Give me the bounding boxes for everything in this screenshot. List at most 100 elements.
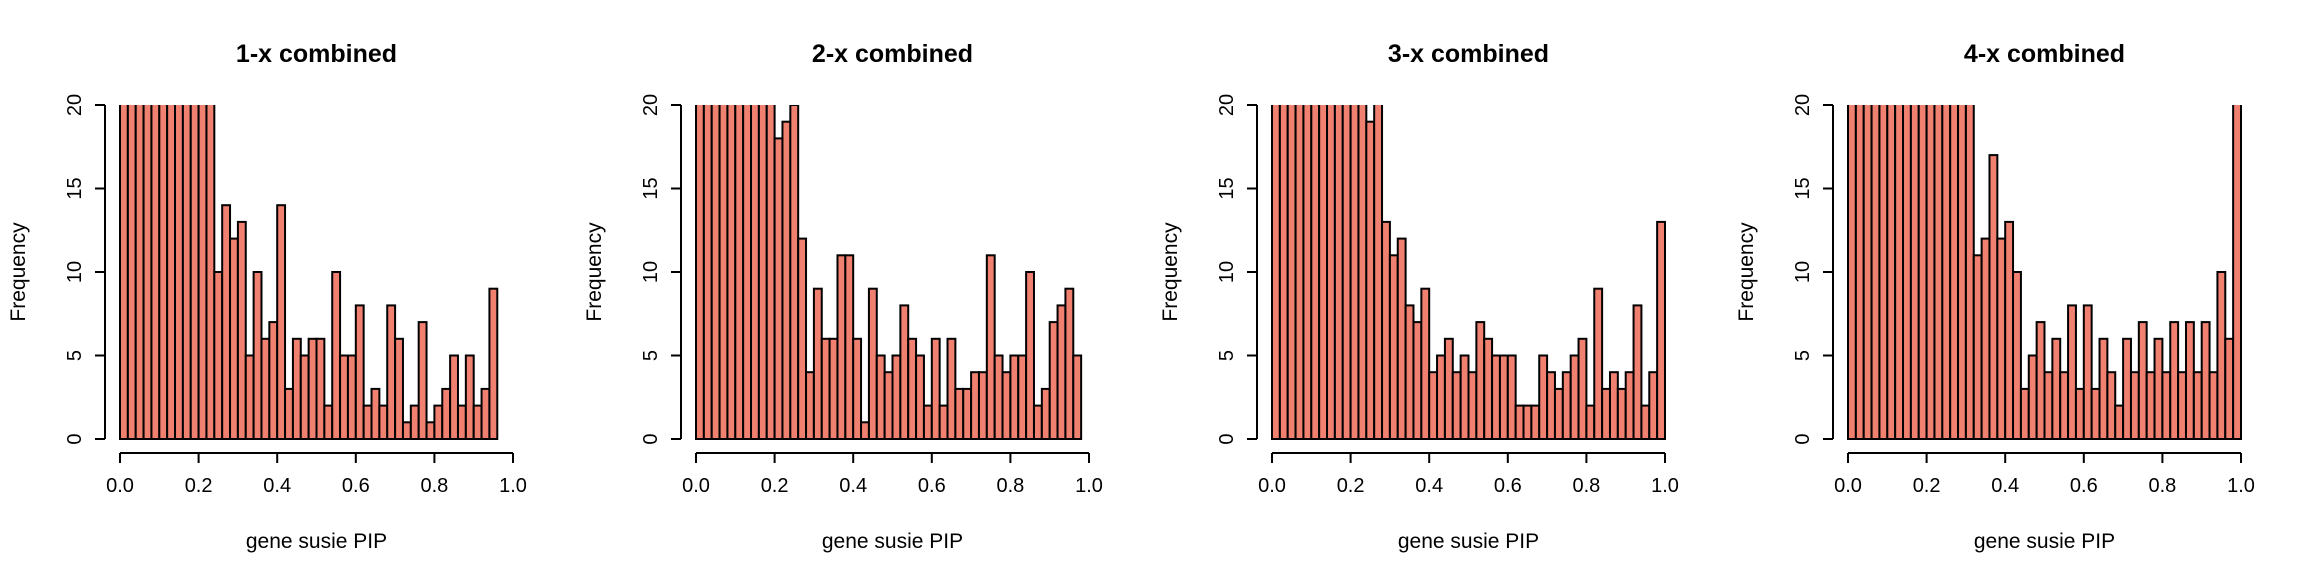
histogram-bar — [1404, 304, 1415, 440]
histogram-bar — [1917, 105, 1928, 441]
histogram-bar — [1451, 371, 1462, 441]
histogram-bar — [1357, 105, 1368, 441]
histogram-bar — [1032, 404, 1043, 441]
x-tick-label: 0.2 — [1337, 475, 1365, 497]
y-tick-label: 0 — [640, 433, 662, 444]
histogram-bar — [1420, 287, 1431, 441]
histogram-bar — [1870, 105, 1881, 441]
histogram-bar — [323, 404, 334, 441]
histogram-bar — [907, 337, 918, 440]
histogram-bar — [449, 354, 459, 440]
histogram-bar — [2161, 371, 2172, 441]
y-tick-label: 5 — [1216, 350, 1238, 361]
histogram-bar — [252, 271, 263, 440]
histogram-bar — [1459, 354, 1470, 440]
histogram-bar — [2090, 387, 2101, 440]
x-tick-label: 0.6 — [918, 475, 946, 497]
histogram-bar — [2192, 371, 2203, 441]
histogram-bar — [205, 105, 216, 441]
histogram-bar — [339, 354, 349, 440]
x-tick-label: 0.0 — [1834, 475, 1862, 497]
y-axis-label: Frequency — [7, 222, 30, 322]
histogram-bar — [166, 105, 177, 441]
bars — [1271, 105, 1667, 441]
histogram-bar — [1017, 354, 1028, 440]
x-tick-label: 1.0 — [1651, 475, 1679, 497]
histogram-bar — [1326, 105, 1336, 441]
histogram-bar — [221, 204, 232, 440]
histogram-bar — [1656, 220, 1667, 440]
histogram-bar — [867, 287, 878, 441]
histogram-bar — [378, 404, 389, 441]
x-axis: 0.0 0.2 0.4 0.6 0.8 1.0 — [106, 452, 527, 497]
x-tick-label: 0.8 — [1572, 475, 1600, 497]
histogram-bar — [828, 337, 839, 440]
histogram-bar — [915, 354, 925, 440]
x-tick-label: 0.4 — [839, 475, 867, 497]
histogram-bar — [2224, 337, 2235, 440]
histogram-bar — [291, 337, 302, 440]
x-tick-label: 0.0 — [1258, 475, 1286, 497]
y-tick-label: 0 — [1792, 433, 1814, 444]
histogram-bar — [1553, 387, 1564, 440]
histogram-bar — [875, 354, 886, 440]
x-tick-label: 0.2 — [185, 475, 213, 497]
histogram-bar — [1894, 105, 1905, 441]
histogram-bar — [1025, 271, 1035, 440]
histogram-bar — [386, 304, 397, 440]
x-tick-label: 1.0 — [499, 475, 527, 497]
histogram-bar — [938, 404, 949, 441]
histogram-bar — [2043, 371, 2054, 441]
histogram-bar — [2074, 387, 2085, 440]
histogram-bar — [1909, 105, 1920, 441]
y-tick-label: 15 — [640, 177, 662, 199]
histogram-bar — [773, 137, 784, 440]
histogram-bar — [781, 120, 792, 440]
histogram-bar — [2177, 371, 2187, 441]
x-tick-label: 0.8 — [2148, 475, 2176, 497]
x-tick-label: 0.2 — [761, 475, 789, 497]
histogram-bar — [1436, 354, 1446, 440]
chart-title: 1-x combined — [236, 40, 397, 68]
histogram-bar — [1514, 404, 1525, 441]
histogram-bar — [1585, 404, 1596, 441]
histogram-bar — [1467, 371, 1478, 441]
histogram-bar — [899, 304, 910, 440]
histogram-bar — [1310, 105, 1321, 441]
histogram-bar — [860, 421, 870, 440]
histogram-bar — [2200, 321, 2211, 441]
histogram-bar — [142, 105, 153, 441]
y-axis-label: Frequency — [583, 222, 606, 322]
histogram-bar — [158, 105, 169, 441]
histogram-bar — [2232, 105, 2243, 441]
y-tick-label: 20 — [64, 94, 86, 116]
histogram-bar — [954, 387, 965, 440]
x-axis-label: gene susie PIP — [1974, 530, 2115, 553]
histogram-panel: 0.0 0.2 0.4 0.6 0.8 1.0 0 5 10 15 20 1-x combined ge… — [7, 40, 527, 553]
histogram-bar — [1648, 371, 1659, 441]
histogram-bar — [695, 105, 705, 441]
histogram-bar — [189, 105, 200, 441]
histogram-bar — [1862, 105, 1873, 441]
x-tick-label: 0.2 — [1913, 475, 1941, 497]
histogram-bar — [488, 287, 499, 441]
histogram-bar — [2216, 271, 2227, 440]
histogram-bar — [456, 404, 467, 441]
histogram-bar — [1040, 387, 1051, 440]
histogram-bar — [1972, 254, 1983, 440]
histogram-bar — [284, 387, 294, 440]
histogram-bar — [401, 421, 412, 440]
y-axis: 0 5 10 15 20 — [1792, 94, 1834, 445]
histogram-bar — [464, 354, 475, 440]
histogram-bar — [2153, 337, 2164, 440]
y-tick-label: 20 — [640, 94, 662, 116]
histogram-bar — [1957, 105, 1967, 441]
histogram-bar — [1933, 105, 1944, 441]
histogram-bar — [1640, 404, 1651, 441]
y-tick-label: 5 — [640, 350, 662, 361]
histogram-bar — [2098, 337, 2109, 440]
y-axis-label: Frequency — [1735, 222, 1758, 322]
histogram-bar — [1632, 304, 1643, 440]
histogram-bar — [922, 404, 933, 441]
